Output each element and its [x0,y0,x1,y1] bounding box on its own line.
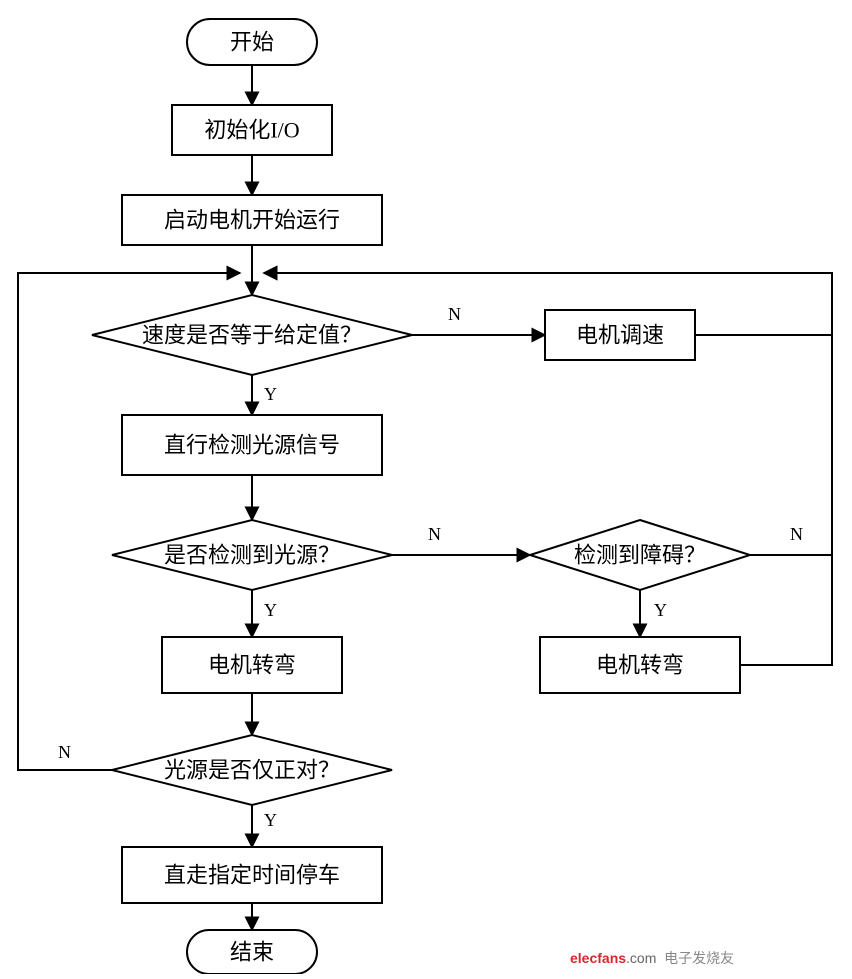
node-label: 是否检测到光源？ [164,543,340,568]
node-light_check: 是否检测到光源？ [112,520,392,590]
node-label: 检测到障碍？ [574,543,706,568]
node-stop: 直走指定时间停车 [122,847,382,903]
watermark: elecfans.com 电子发烧友 [570,948,734,968]
node-label: 电机转弯 [208,653,296,678]
node-label: 初始化I/O [204,118,299,143]
edge-label: N [428,524,441,544]
edge-label: Y [264,600,277,620]
edge-label: Y [264,810,277,830]
node-motor_turn1: 电机转弯 [162,637,342,693]
node-label: 电机转弯 [596,653,684,678]
node-label: 开始 [230,30,274,55]
node-end: 结束 [187,930,317,974]
node-label: 电机调速 [576,323,664,348]
edge-label: Y [264,384,277,404]
node-motor_start: 启动电机开始运行 [122,195,382,245]
edge-label: N [790,524,803,544]
edge-label: N [448,304,461,324]
node-label: 结束 [230,940,274,965]
node-init: 初始化I/O [172,105,332,155]
node-label: 直走指定时间停车 [164,863,340,888]
edge-label: Y [654,600,667,620]
node-start: 开始 [187,19,317,65]
node-label: 直行检测光源信号 [164,433,340,458]
node-label: 启动电机开始运行 [164,208,340,233]
node-label: 速度是否等于给定值？ [142,323,362,348]
node-label: 光源是否仅正对？ [164,758,340,783]
node-speed_check: 速度是否等于给定值？ [92,295,412,375]
node-light_front: 光源是否仅正对？ [112,735,392,805]
node-obstacle_check: 检测到障碍？ [530,520,750,590]
node-light_detect: 直行检测光源信号 [122,415,382,475]
node-motor_turn2: 电机转弯 [540,637,740,693]
flowchart-canvas: Y N Y N Y N Y N 开始初始化I/O 启动电机开始运行速度是否等于给定值？ 电机调速直… [0,0,852,974]
node-motor_speed: 电机调速 [545,310,695,360]
edge-label: N [58,742,71,762]
